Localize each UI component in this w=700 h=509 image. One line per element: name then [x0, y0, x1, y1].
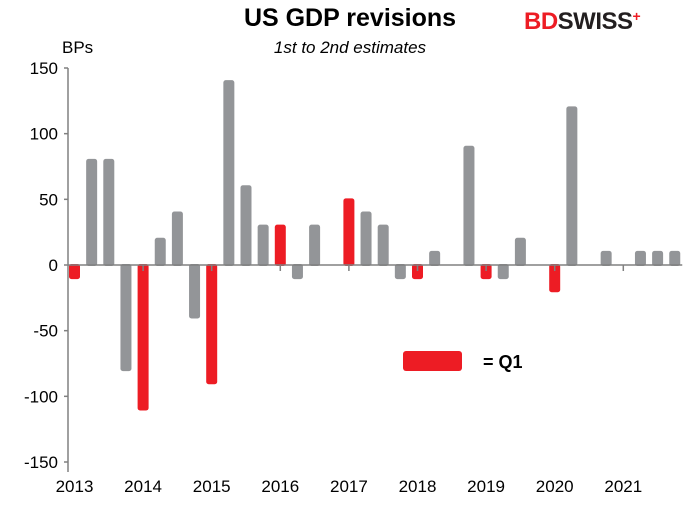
- bar-2013Q2: [86, 158, 98, 266]
- chart-title: US GDP revisions: [243, 4, 457, 32]
- bar-2014Q1: [137, 264, 149, 411]
- bar-2013Q1: [69, 264, 80, 280]
- bar-2020Q1: [549, 264, 561, 293]
- y-tick-label: -50: [33, 322, 58, 341]
- bar-2021Q3: [652, 250, 664, 266]
- bar-2021Q4: [669, 250, 681, 266]
- chart-subtitle: 1st to 2nd estimates: [273, 38, 427, 57]
- bar-2019Q3: [514, 237, 526, 266]
- x-tick-label: 2014: [124, 477, 162, 496]
- legend-label-q1: = Q1: [483, 352, 523, 372]
- x-tick-label: 2019: [467, 477, 505, 496]
- x-tick-label: 2013: [56, 477, 94, 496]
- bar-2018Q1: [412, 264, 423, 280]
- bar-2013Q4: [120, 264, 132, 372]
- x-tick-label: 2017: [330, 477, 368, 496]
- bar-2021Q2: [634, 250, 646, 266]
- bar-2019Q1: [480, 264, 492, 280]
- bar-2014Q3: [171, 211, 183, 266]
- x-tick-label: 2021: [604, 477, 642, 496]
- bar-2017Q4: [394, 264, 406, 280]
- bar-2016Q3: [309, 224, 321, 266]
- bar-2015Q3: [240, 185, 252, 266]
- bar-2013Q3: [103, 158, 115, 266]
- y-tick-label: -150: [24, 453, 58, 472]
- y-tick-label: 50: [39, 190, 58, 209]
- y-tick-label: 150: [30, 59, 58, 78]
- x-tick-label: 2015: [193, 477, 231, 496]
- y-tick-label: -100: [24, 387, 58, 406]
- legend-swatch-q1: [403, 351, 462, 371]
- bar-2015Q4: [257, 224, 269, 266]
- bar-2015Q1: [206, 264, 218, 385]
- logo-bd: BD: [524, 8, 558, 35]
- bar-2019Q2: [497, 264, 509, 280]
- bar-2014Q2: [154, 237, 166, 266]
- y-tick-label: 0: [49, 256, 58, 275]
- logo-swiss: SWISS: [557, 8, 633, 35]
- x-tick-label: 2016: [261, 477, 299, 496]
- bdswiss-logo: BDSWISS+: [524, 8, 641, 36]
- bar-2016Q1: [274, 224, 286, 266]
- y-axis-label: BPs: [62, 38, 94, 57]
- bar-2020Q4: [600, 250, 612, 266]
- bar-2015Q2: [223, 80, 235, 266]
- y-tick-label: 100: [30, 125, 58, 144]
- x-tick-label: 2020: [536, 477, 574, 496]
- bar-2017Q2: [360, 211, 372, 266]
- logo-cross-icon: +: [632, 8, 641, 24]
- bar-2017Q1: [343, 198, 355, 266]
- bar-2014Q4: [189, 264, 201, 319]
- bar-2018Q4: [463, 145, 475, 266]
- bar-2017Q3: [377, 224, 389, 266]
- bar-2016Q2: [291, 264, 303, 280]
- x-tick-label: 2018: [399, 477, 437, 496]
- bar-2020Q2: [566, 106, 578, 267]
- bar-2018Q2: [429, 250, 441, 266]
